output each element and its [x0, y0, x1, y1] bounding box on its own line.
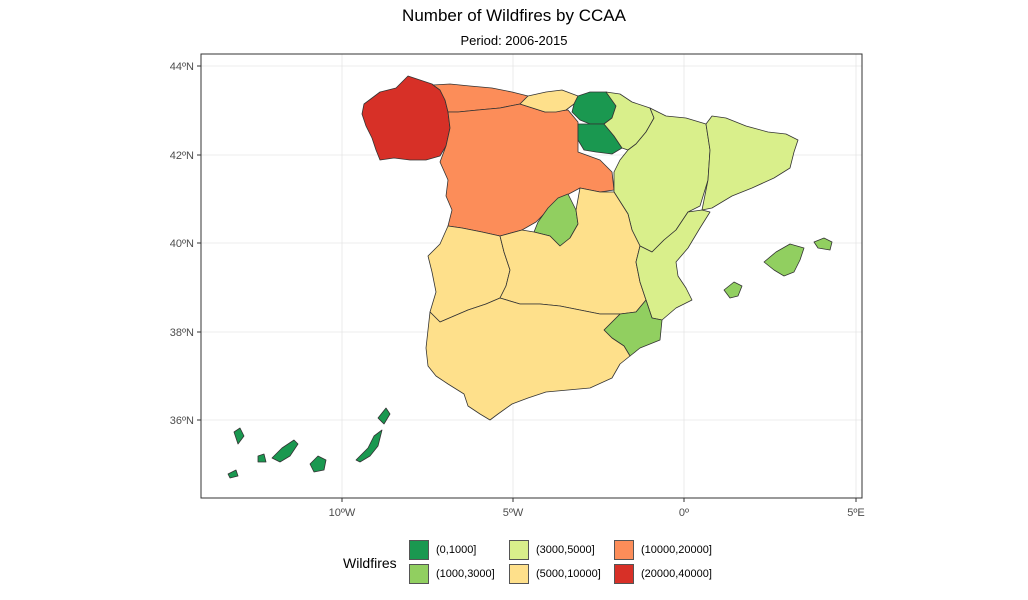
legend-item: (1000,3000]	[409, 563, 495, 585]
y-tick-label: 42ºN	[170, 150, 194, 162]
region-canarias-el-hierro	[227, 469, 239, 479]
region-baleares-ibiza	[723, 281, 743, 299]
y-tick-label: 38ºN	[170, 327, 194, 339]
region-valencia	[635, 209, 711, 321]
legend-label: (0,1000]	[436, 544, 477, 556]
legend-label: (3000,5000]	[536, 544, 595, 556]
legend-label: (5000,10000]	[536, 568, 601, 580]
region-canarias-lanzarote	[377, 407, 391, 425]
legend-title: Wildfires	[343, 555, 397, 571]
legend-swatch	[509, 540, 529, 560]
legend-item: (20000,40000]	[614, 563, 712, 585]
x-tick-label: 0º	[679, 507, 689, 519]
region-andalucia	[425, 297, 631, 421]
plot-panel-border	[200, 53, 863, 499]
region-canarias-gran-canaria	[309, 455, 327, 473]
region-la-rioja	[577, 123, 623, 155]
x-tick-label: 5ºW	[503, 507, 524, 519]
legend-item: (3000,5000]	[509, 539, 595, 561]
chart-title: Number of Wildfires by CCAA	[402, 6, 626, 25]
legend-swatch	[614, 540, 634, 560]
legend-item: (0,1000]	[409, 539, 476, 561]
legend-swatch	[614, 564, 634, 584]
x-tick-label: 5ºE	[847, 507, 864, 519]
legend-swatch	[409, 564, 429, 584]
region-baleares-menorca	[813, 237, 833, 251]
chart-subtitle: Period: 2006-2015	[460, 33, 568, 48]
y-tick-label: 36ºN	[170, 415, 194, 427]
legend-swatch	[409, 540, 429, 560]
x-axis: 10ºW 5ºW 0º 5ºE	[329, 498, 865, 519]
y-axis: 44ºN 42ºN 40ºN 38ºN 36ºN	[170, 61, 201, 427]
legend-label: (20000,40000]	[641, 568, 712, 580]
region-canarias-tenerife	[271, 439, 299, 463]
legend-item: (5000,10000]	[509, 563, 601, 585]
region-canarias-la-gomera	[257, 453, 267, 463]
region-canarias-fuerteventura	[355, 429, 383, 463]
x-tick-label: 10ºW	[329, 507, 356, 519]
legend-label: (1000,3000]	[436, 568, 495, 580]
region-canarias-la-palma	[233, 427, 245, 445]
region-baleares-mallorca	[763, 243, 805, 277]
y-tick-label: 40ºN	[170, 238, 194, 250]
region-cataluna	[701, 115, 799, 211]
legend-label: (10000,20000]	[641, 544, 712, 556]
legend-item: (10000,20000]	[614, 539, 712, 561]
legend-swatch	[509, 564, 529, 584]
regions	[227, 75, 833, 479]
y-tick-label: 44ºN	[170, 61, 194, 73]
region-galicia	[361, 75, 451, 161]
